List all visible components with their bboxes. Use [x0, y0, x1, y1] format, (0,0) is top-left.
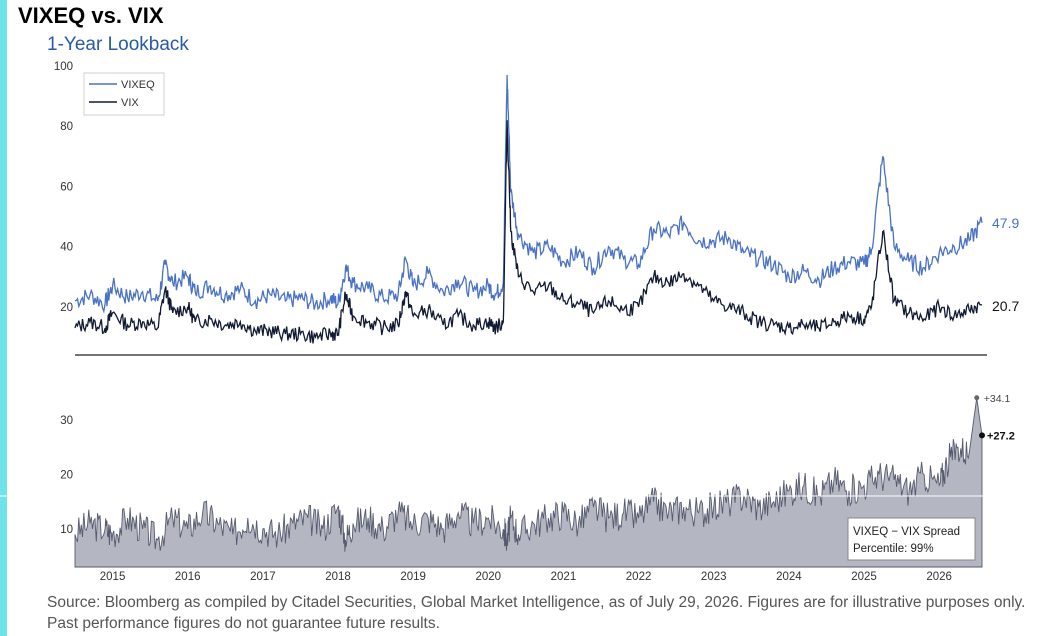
top-y-tick-label: 100: [54, 61, 73, 73]
x-axis-year-label: 2021: [551, 571, 577, 583]
x-axis-year-label: 2016: [175, 571, 201, 583]
legend: VIXEQ VIX: [83, 72, 165, 116]
spread-last-label: +27.2: [987, 430, 1015, 442]
top-y-tick-label: 20: [60, 302, 73, 314]
spread-max-label: +34.1: [984, 393, 1011, 405]
bottom-y-axis: 10 20 30: [60, 415, 73, 536]
legend-label-vixeq: VIXEQ: [121, 79, 155, 91]
x-axis-years: 2015 2016 2017 2018 2019 2020 2021 2022 2023 2024…: [100, 571, 952, 583]
accent-bar: [0, 0, 7, 636]
spread-percentile-box: VIXEQ − VIX Spread Percentile: 99%: [847, 517, 976, 561]
vixeq-end-label: 47.9: [992, 215, 1019, 231]
vixeq-series-line: [74, 74, 983, 314]
top-y-tick-label: 40: [60, 242, 73, 254]
top-y-tick-label: 80: [60, 121, 73, 133]
spread-last-marker: [979, 432, 985, 439]
top-y-axis: 20 40 60 80 100: [54, 61, 73, 314]
x-axis-year-label: 2015: [100, 571, 126, 583]
x-axis-year-label: 2017: [250, 571, 276, 583]
legend-label-vix: VIX: [121, 97, 139, 109]
spread-area: [74, 397, 983, 568]
x-axis-year-label: 2026: [926, 571, 952, 583]
bottom-y-tick-label: 30: [60, 415, 73, 427]
spread-box-title: VIXEQ − VIX Spread: [853, 526, 960, 538]
vix-end-label: 20.7: [992, 298, 1019, 314]
x-axis-year-label: 2020: [476, 571, 502, 583]
chart-canvas: 20 40 60 80 100 47.9 20.7 VIXEQ VIX 10 20 30 +…: [53, 61, 1020, 583]
x-axis-year-label: 2018: [325, 571, 351, 583]
bottom-y-tick-label: 10: [60, 524, 73, 536]
vix-series-line: [74, 120, 983, 344]
chart-title: VIXEQ vs. VIX: [18, 3, 164, 28]
x-axis-year-label: 2022: [626, 571, 652, 583]
x-axis-year-label: 2019: [400, 571, 426, 583]
x-axis-year-label: 2024: [776, 571, 802, 583]
source-note: Source: Bloomberg as compiled by Citadel…: [47, 594, 1026, 632]
chart-subtitle: 1-Year Lookback: [47, 34, 189, 55]
spread-max-marker: [974, 395, 980, 401]
top-y-tick-label: 60: [60, 181, 73, 193]
bottom-y-tick-label: 20: [60, 470, 73, 482]
x-axis-year-label: 2025: [851, 571, 877, 583]
spread-box-percentile: Percentile: 99%: [853, 543, 934, 555]
x-axis-year-label: 2023: [701, 571, 727, 583]
